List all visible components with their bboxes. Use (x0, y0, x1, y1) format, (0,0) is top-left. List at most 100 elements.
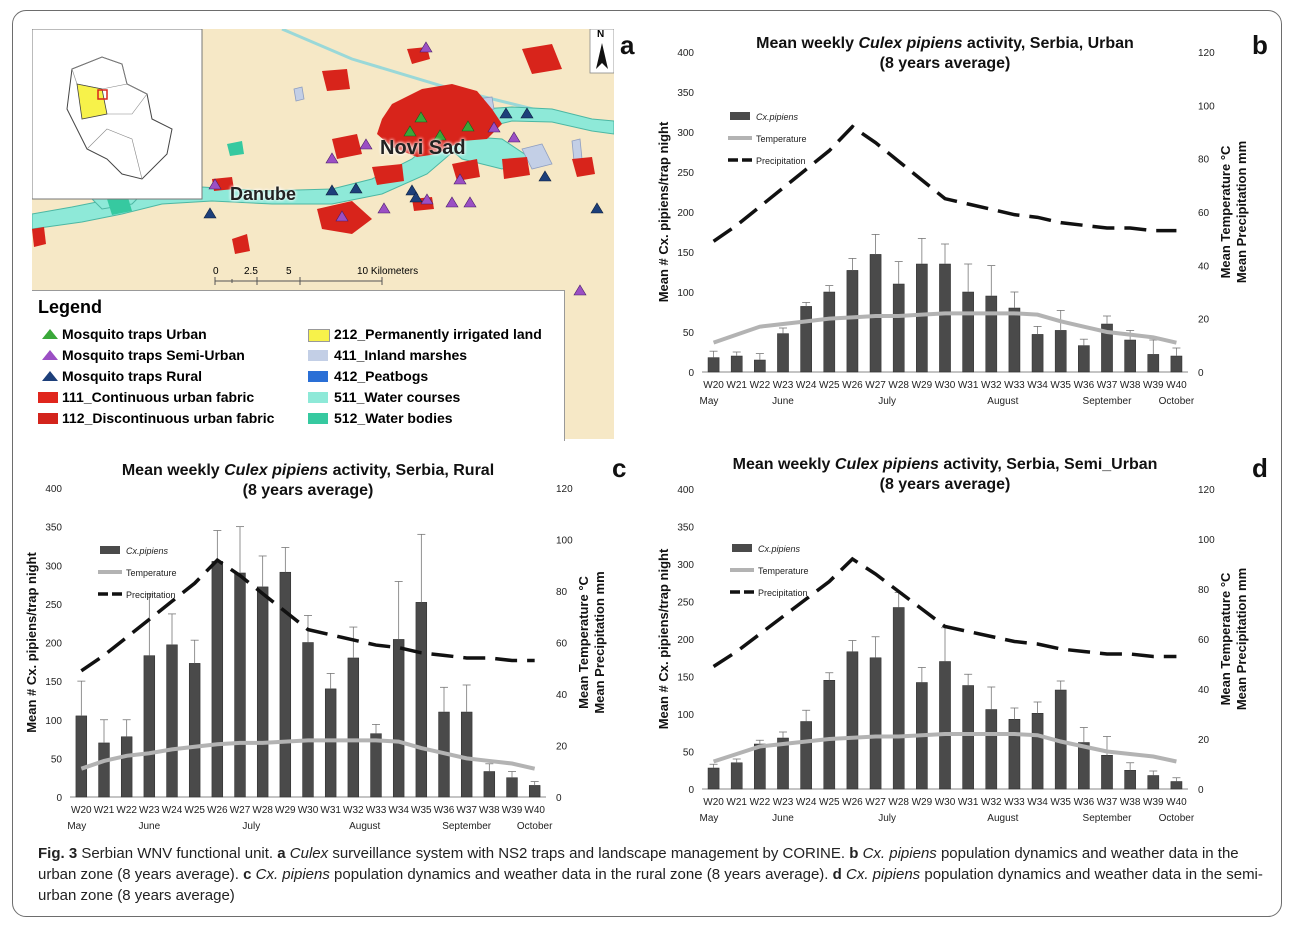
bar-d-W27 (869, 657, 882, 790)
legend-item-512: 512_Water bodies (334, 410, 453, 426)
y-right-tick-c-0: 0 (556, 793, 562, 804)
caption-cxp-3: Cx. pipiens (845, 866, 921, 883)
y-left-label-b: Mean # Cx. pipiens/trap night (656, 121, 671, 302)
y-left-tick-d-400: 400 (677, 485, 694, 496)
bar-d-W40 (1170, 781, 1183, 790)
x-tick-d-W30: W30 (935, 797, 956, 808)
y-left-tick-c-250: 250 (45, 600, 62, 611)
legend-triangle-urban-icon (42, 329, 58, 339)
x-tick-d-W37: W37 (1097, 797, 1118, 808)
bar-b-W21 (730, 355, 743, 373)
y-right-tick-b-80: 80 (1198, 155, 1210, 166)
precipitation-line-c (80, 557, 535, 673)
legend-title: Legend (38, 297, 103, 317)
panel-letter-c: c (612, 453, 627, 483)
month-label-d-June: June (772, 813, 794, 824)
y-left-tick-d-200: 200 (677, 635, 694, 646)
x-tick-c-W20: W20 (71, 805, 92, 816)
y-right-tick-c-100: 100 (556, 536, 573, 547)
chart-subtitle-d: (8 years average) (880, 476, 1011, 493)
x-tick-d-W29: W29 (912, 797, 933, 808)
caption-text-3: surveillance system with NS2 traps and l… (328, 845, 850, 862)
river-label: Danube (230, 184, 297, 204)
x-tick-b-W38: W38 (1120, 380, 1141, 391)
x-tick-c-W31: W31 (320, 805, 341, 816)
chart-title-d: Mean weekly Culex pipiens activity, Serb… (733, 456, 1158, 473)
legend-label-bars-d: Cx.pipiens (758, 544, 801, 554)
legend-label-temperature-c: Temperature (126, 568, 177, 578)
y-left-tick-c-400: 400 (45, 484, 62, 495)
bar-b-W30 (939, 263, 951, 373)
bar-c-W35 (415, 602, 428, 798)
scale-tick-2: 5 (286, 266, 292, 277)
panel-letter-b: b (1252, 30, 1268, 60)
bar-b-W36 (1078, 345, 1090, 373)
x-tick-b-W33: W33 (1004, 380, 1025, 391)
bar-c-W24 (166, 644, 178, 798)
caption-cxp-2: Cx. pipiens (255, 866, 330, 883)
caption-fig-label: Fig. 3 (38, 845, 78, 862)
x-tick-d-W20: W20 (703, 797, 724, 808)
y-right-tick-b-60: 60 (1198, 208, 1210, 219)
x-tick-b-W23: W23 (773, 380, 794, 391)
legend-swatch-bars-d (732, 544, 752, 552)
x-tick-c-W27: W27 (230, 805, 251, 816)
legend-label-temperature-d: Temperature (758, 566, 809, 576)
y-right-tick-d-120: 120 (1198, 485, 1215, 496)
x-tick-d-W40: W40 (1166, 797, 1187, 808)
month-label-c-October: October (517, 821, 553, 832)
month-label-b-October: October (1159, 396, 1195, 407)
y-left-tick-c-150: 150 (45, 677, 62, 688)
y-left-tick-d-350: 350 (677, 523, 694, 534)
y-left-tick-b-200: 200 (677, 208, 694, 219)
y-right-tick-c-80: 80 (556, 587, 568, 598)
bar-b-W38 (1124, 339, 1136, 373)
legend-swatch-411 (308, 350, 328, 361)
y-right-label-temp-c: Mean Temperature °C (576, 575, 591, 708)
legend-label-precipitation-b: Precipitation (756, 156, 806, 166)
legend-swatch-bars-c (100, 546, 120, 554)
month-label-d-September: September (1083, 813, 1133, 824)
bar-d-W33 (1008, 719, 1021, 790)
x-tick-b-W29: W29 (912, 380, 933, 391)
chart-urban: Mean weekly Culex pipiens activity, Serb… (640, 20, 1260, 440)
bar-b-W32 (985, 295, 998, 373)
legend-label-bars-c: Cx.pipiens (126, 546, 169, 556)
bar-c-W20 (75, 715, 88, 798)
x-tick-b-W22: W22 (750, 380, 771, 391)
legend-item-412: 412_Peatbogs (334, 368, 429, 384)
scale-tick-1: 2.5 (244, 266, 258, 277)
y-right-tick-d-60: 60 (1198, 635, 1210, 646)
bar-c-W40 (528, 785, 541, 798)
bar-d-W36 (1078, 742, 1090, 790)
y-left-tick-b-150: 150 (677, 248, 694, 259)
month-label-c-September: September (442, 821, 492, 832)
y-right-tick-c-40: 40 (556, 690, 568, 701)
bar-b-W22 (754, 359, 766, 373)
bar-c-W27 (234, 572, 246, 798)
y-right-tick-b-20: 20 (1198, 315, 1210, 326)
bar-d-W20 (707, 767, 720, 790)
x-tick-c-W37: W37 (456, 805, 477, 816)
bar-c-W31 (324, 688, 337, 798)
legend-label-precipitation-c: Precipitation (126, 590, 176, 600)
x-tick-b-W27: W27 (865, 380, 886, 391)
legend-swatch-bars-b (730, 112, 750, 120)
x-tick-c-W33: W33 (366, 805, 387, 816)
x-tick-c-W36: W36 (434, 805, 455, 816)
y-right-tick-d-80: 80 (1198, 585, 1210, 596)
bar-d-W38 (1124, 770, 1136, 790)
x-tick-b-W25: W25 (819, 380, 840, 391)
y-left-label-d: Mean # Cx. pipiens/trap night (656, 548, 671, 729)
y-right-tick-c-60: 60 (556, 639, 568, 650)
bar-c-W29 (279, 571, 292, 798)
legend-swatch-111 (38, 392, 58, 403)
temperature-line-b (712, 311, 1177, 345)
legend-item-411: 411_Inland marshes (334, 347, 468, 363)
x-tick-d-W27: W27 (865, 797, 886, 808)
x-tick-b-W21: W21 (726, 380, 747, 391)
legend-swatch-212 (308, 329, 330, 342)
chart-subtitle-b: (8 years average) (880, 55, 1011, 72)
bar-d-W31 (962, 685, 974, 790)
y-right-tick-b-40: 40 (1198, 261, 1210, 272)
